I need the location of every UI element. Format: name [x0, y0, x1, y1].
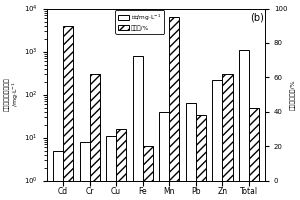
Bar — [143, 146, 153, 181]
Bar — [169, 17, 179, 181]
Bar — [116, 129, 126, 181]
Bar — [249, 108, 259, 181]
Bar — [196, 115, 206, 181]
Y-axis label: 淋滤液中重金属浓度
/mg·L$^{-1}$: 淋滤液中重金属浓度 /mg·L$^{-1}$ — [4, 78, 22, 111]
Legend: 浓度/mg·L$^{-1}$, 溶出率/%: 浓度/mg·L$^{-1}$, 溶出率/% — [116, 10, 164, 34]
Bar — [63, 26, 73, 181]
Bar — [53, 151, 63, 200]
Bar — [159, 112, 169, 200]
Bar — [106, 136, 116, 200]
Bar — [186, 103, 196, 200]
Bar — [90, 74, 100, 181]
Y-axis label: 重金属溶出率/%: 重金属溶出率/% — [290, 79, 296, 110]
Bar — [222, 74, 233, 181]
Text: (b): (b) — [250, 12, 264, 22]
Bar — [239, 50, 249, 200]
Bar — [212, 80, 222, 200]
Bar — [80, 142, 90, 200]
Bar — [133, 56, 143, 200]
